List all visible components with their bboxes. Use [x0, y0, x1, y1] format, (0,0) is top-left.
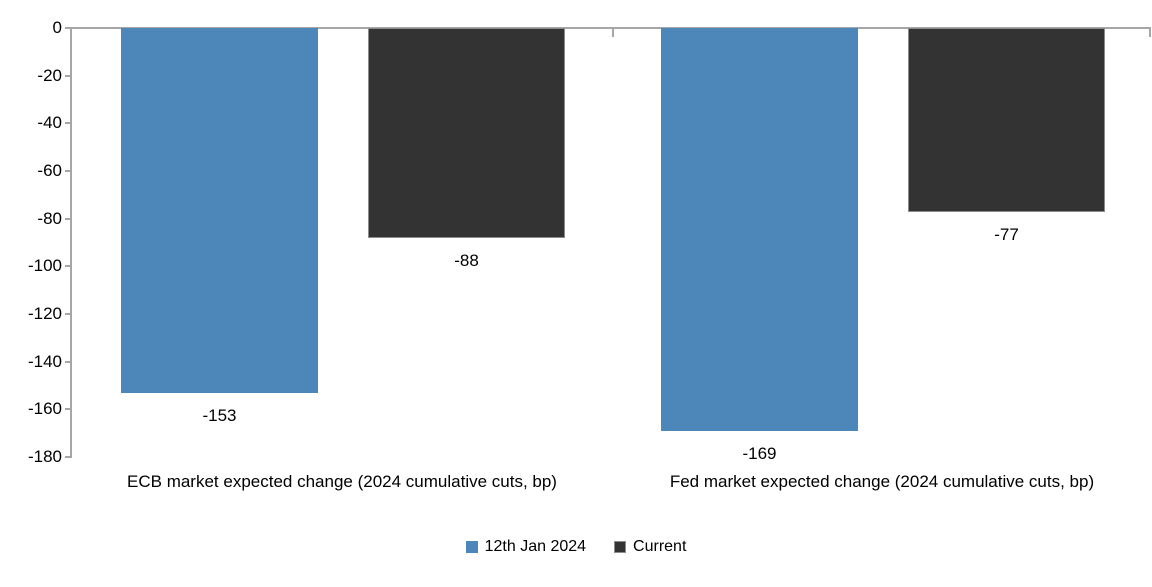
x-axis-boundary-tick	[612, 29, 614, 37]
y-axis-tick	[65, 265, 72, 268]
data-label: -77	[994, 224, 1019, 244]
y-axis-tick-label: -160	[27, 399, 62, 419]
y-axis-tick	[65, 217, 72, 220]
y-axis-tick-label: -100	[27, 256, 62, 276]
y-axis-tick-label: -20	[37, 65, 62, 85]
legend-item: Current	[614, 538, 686, 556]
y-axis-tick	[65, 170, 72, 172]
y-axis-tick	[65, 313, 72, 315]
y-axis-tick-label: -140	[27, 351, 62, 371]
data-label: -169	[742, 443, 777, 463]
y-axis-tick-label: -180	[27, 447, 62, 466]
y-axis-line	[70, 27, 72, 458]
y-axis-tick	[65, 27, 72, 29]
legend-swatch	[465, 541, 478, 553]
legend-label: Current	[633, 538, 687, 555]
category-label: Fed market expected change (2024 cumulat…	[669, 472, 1095, 491]
y-axis-tick	[65, 456, 72, 458]
legend-swatch	[614, 541, 627, 553]
y-axis-tick	[65, 74, 72, 77]
y-axis-tick-label: 0	[52, 18, 62, 37]
y-axis-tick-label: -60	[37, 161, 62, 180]
bar-current-fed	[908, 28, 1105, 212]
y-axis-tick	[65, 408, 72, 411]
x-axis-boundary-tick	[1149, 29, 1151, 37]
legend-label: 12th Jan 2024	[484, 538, 587, 555]
category-label: ECB market expected change (2024 cumulat…	[127, 472, 557, 491]
y-axis-tick-label: -80	[37, 208, 62, 228]
legend-item: 12th Jan 2024	[465, 538, 587, 556]
data-label: -153	[202, 405, 237, 425]
data-label: -88	[454, 250, 479, 270]
x-axis-line	[72, 27, 1151, 29]
y-axis-tick-label: -120	[27, 304, 62, 323]
bar-jan-fed	[661, 28, 858, 431]
legend: 12th Jan 2024 Current	[0, 538, 1152, 556]
y-axis-tick	[65, 360, 72, 363]
bar-current-ecb	[368, 28, 565, 238]
y-axis-tick	[65, 122, 72, 125]
y-axis-tick-label: -40	[37, 113, 62, 133]
bar-jan-ecb	[121, 28, 318, 393]
